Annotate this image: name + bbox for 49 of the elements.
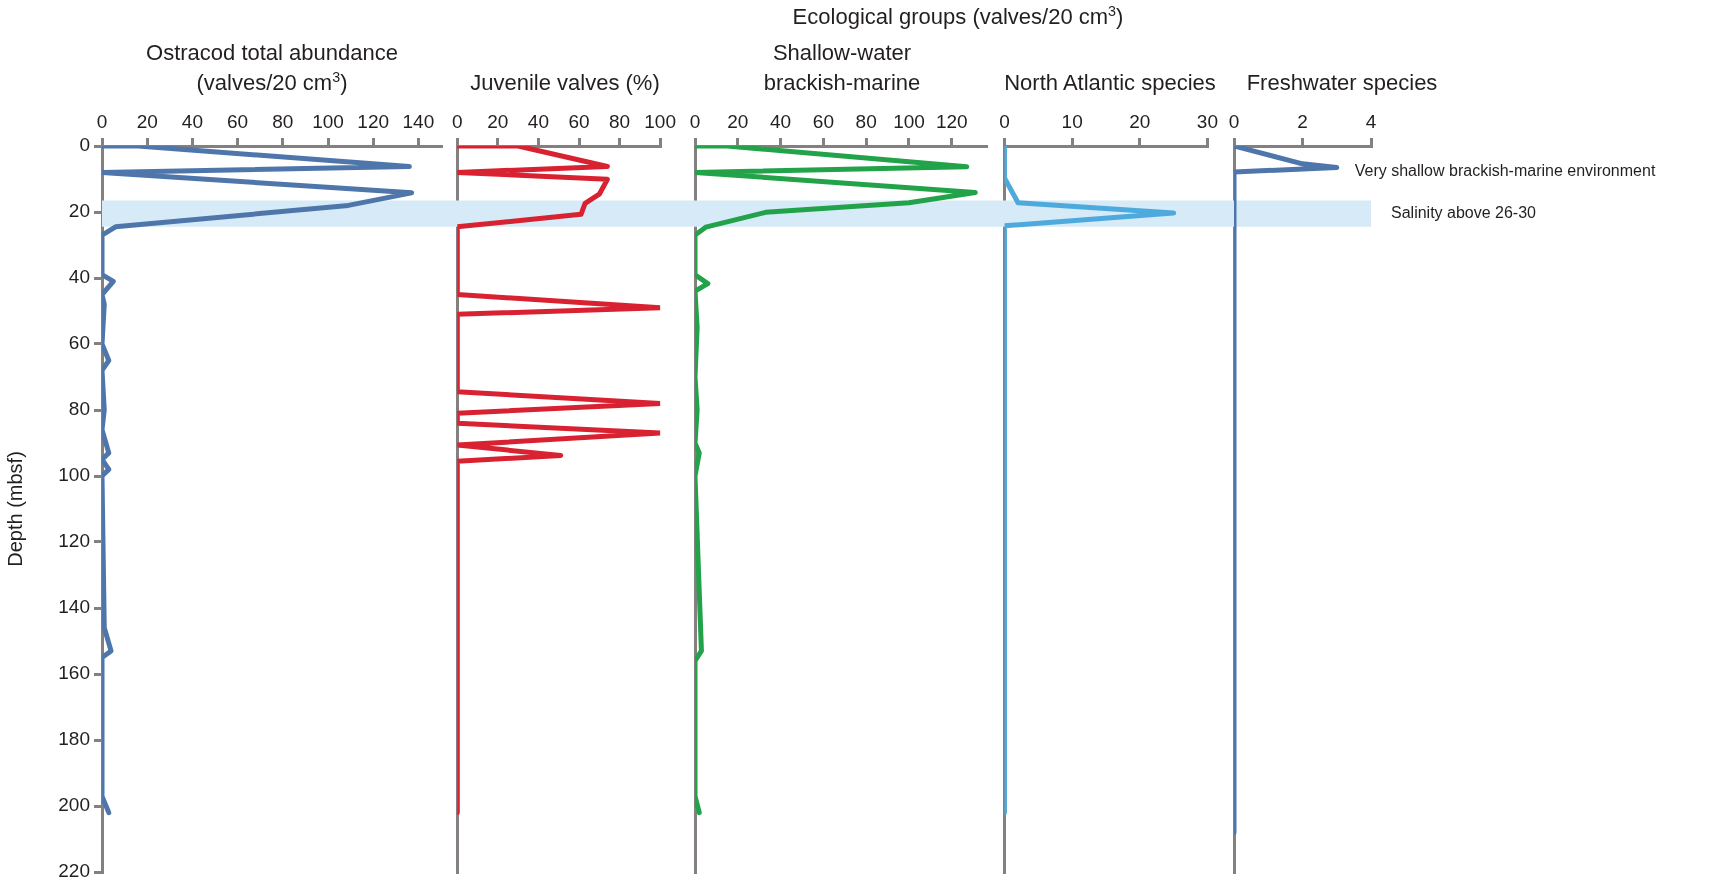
y-tick-label: 120 (58, 530, 90, 552)
y-tick-label: 220 (58, 860, 90, 882)
y-axis-title: Depth (mbsf) (3, 451, 26, 567)
x-tick-label: 80 (855, 110, 877, 132)
x-tick-label: 20 (727, 110, 749, 132)
x-tick-label: 80 (272, 110, 294, 132)
x-tick-label: 0 (451, 110, 463, 132)
y-tick-label: 160 (58, 662, 90, 684)
x-tick-label: 140 (402, 110, 435, 132)
y-tick-label: 180 (58, 728, 90, 750)
y-tick-label: 20 (68, 200, 90, 222)
x-tick-label: 100 (644, 110, 676, 132)
x-tick-label: 60 (227, 110, 249, 132)
chart-title: Ostracod total abundance (valves/20 cm$^{3}$) (146, 39, 398, 97)
x-tick-label: 0 (96, 110, 108, 132)
y-tick-label: 0 (79, 134, 90, 156)
x-tick-label: 0 (1228, 110, 1240, 132)
y-tick-label: 140 (58, 596, 90, 618)
x-tick-label: 0 (689, 110, 701, 132)
x-tick-label: 2 (1297, 110, 1308, 132)
x-tick-label: 120 (935, 110, 968, 132)
x-tick-label: 20 (1129, 110, 1151, 132)
chart-title: Shallow-water brackish-marine (763, 39, 921, 97)
chart-subtitle: Ecological groups (valves/20 cm$^{3}$) (792, 2, 1124, 30)
x-tick-label: 40 (181, 110, 203, 132)
x-tick-label: 10 (1061, 110, 1083, 132)
x-tick-label: 40 (770, 110, 792, 132)
x-tick-label: 20 (136, 110, 158, 132)
x-tick-label: 40 (527, 110, 549, 132)
x-tick-label: 4 (1365, 110, 1377, 132)
x-tick-label: 100 (893, 110, 925, 132)
band-label: Salinity above 26-30 (1391, 204, 1537, 222)
annotation: Very shallow brackish-marine environment (1354, 161, 1656, 179)
chart-title: North Atlantic species (1004, 69, 1216, 97)
x-tick-label: 20 (487, 110, 509, 132)
x-tick-label: 30 (1196, 110, 1218, 132)
chart-title: Juvenile valves (%) (470, 69, 660, 97)
x-tick-label: 60 (568, 110, 590, 132)
chart-title: Freshwater species (1246, 69, 1438, 97)
x-tick-label: 60 (812, 110, 834, 132)
x-tick-label: 100 (312, 110, 344, 132)
x-tick-label: 0 (999, 110, 1010, 132)
x-tick-label: 120 (357, 110, 390, 132)
y-tick-label: 100 (58, 464, 90, 486)
y-tick-label: 200 (58, 794, 90, 816)
y-tick-label: 40 (68, 266, 90, 288)
x-tick-label: 80 (609, 110, 631, 132)
y-tick-label: 80 (68, 398, 90, 420)
y-tick-label: 60 (68, 332, 90, 354)
